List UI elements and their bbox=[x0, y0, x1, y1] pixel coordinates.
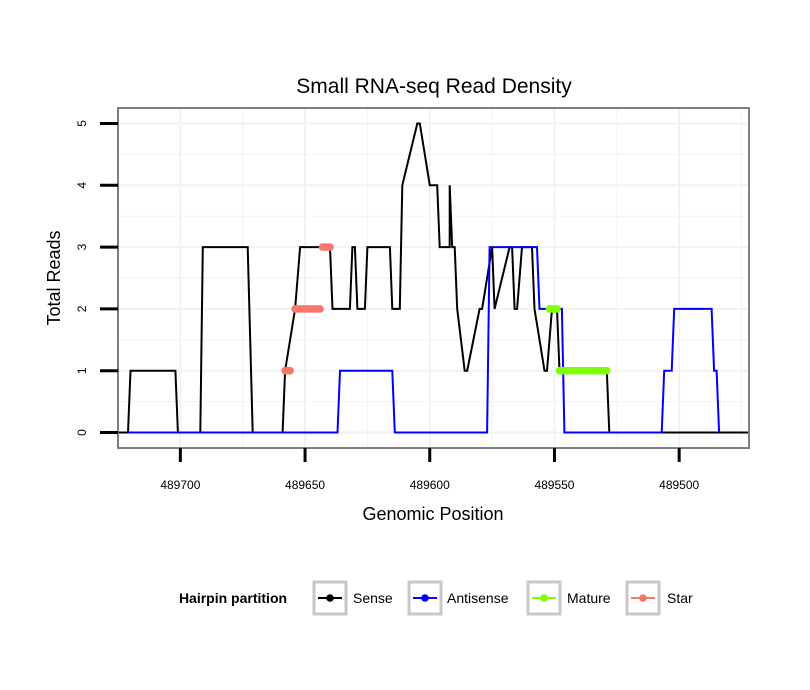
chart-title: Small RNA-seq Read Density bbox=[296, 75, 572, 98]
series-line-sense bbox=[118, 122, 749, 434]
legend-key-dot bbox=[326, 594, 334, 602]
legend-label-sense: Sense bbox=[353, 590, 393, 606]
legend-label-mature: Mature bbox=[567, 590, 611, 606]
legend-item-mature: Mature bbox=[526, 580, 611, 616]
x-axis-title: Genomic Position bbox=[362, 504, 503, 524]
series-sense bbox=[118, 122, 749, 434]
axes: 489700 489650 489600 489550 489500 0 1 2 3 4 5 bbox=[75, 120, 700, 492]
legend-item-sense: Sense bbox=[312, 580, 393, 616]
data-point-mature bbox=[553, 305, 561, 313]
y-tick-label: 1 bbox=[75, 367, 89, 374]
x-tick-label: 489600 bbox=[410, 478, 450, 492]
legend: Hairpin partition Sense Antisense Mature St… bbox=[179, 580, 693, 616]
legend-label-star: Star bbox=[667, 590, 693, 606]
series-star bbox=[281, 243, 334, 375]
legend-title: Hairpin partition bbox=[179, 590, 287, 606]
series-mature bbox=[545, 305, 611, 375]
y-tick-label: 3 bbox=[75, 243, 89, 250]
series-line-antisense bbox=[128, 246, 721, 434]
data-point-star bbox=[326, 243, 334, 251]
legend-item-star: Star bbox=[625, 580, 693, 616]
series-layer bbox=[118, 122, 749, 434]
y-tick-label: 5 bbox=[75, 120, 89, 127]
y-tick-label: 0 bbox=[75, 429, 89, 436]
y-tick-label: 4 bbox=[75, 182, 89, 189]
data-point-star bbox=[316, 305, 324, 313]
legend-label-antisense: Antisense bbox=[447, 590, 509, 606]
legend-key-dot bbox=[540, 594, 548, 602]
x-tick-label: 489650 bbox=[285, 478, 325, 492]
data-point-mature bbox=[603, 366, 611, 375]
x-tick-label: 489550 bbox=[534, 478, 574, 492]
legend-item-antisense: Antisense bbox=[407, 580, 509, 616]
data-point-star bbox=[286, 366, 294, 375]
legend-key-dot bbox=[421, 594, 429, 602]
x-tick-label: 489500 bbox=[659, 478, 699, 492]
series-antisense bbox=[128, 246, 721, 434]
grid bbox=[117, 108, 749, 448]
y-axis-title: Total Reads bbox=[44, 230, 64, 325]
legend-key-dot bbox=[639, 594, 647, 602]
x-tick-label: 489700 bbox=[160, 478, 200, 492]
plot-panel-border bbox=[117, 107, 750, 449]
y-tick-label: 2 bbox=[75, 305, 89, 312]
